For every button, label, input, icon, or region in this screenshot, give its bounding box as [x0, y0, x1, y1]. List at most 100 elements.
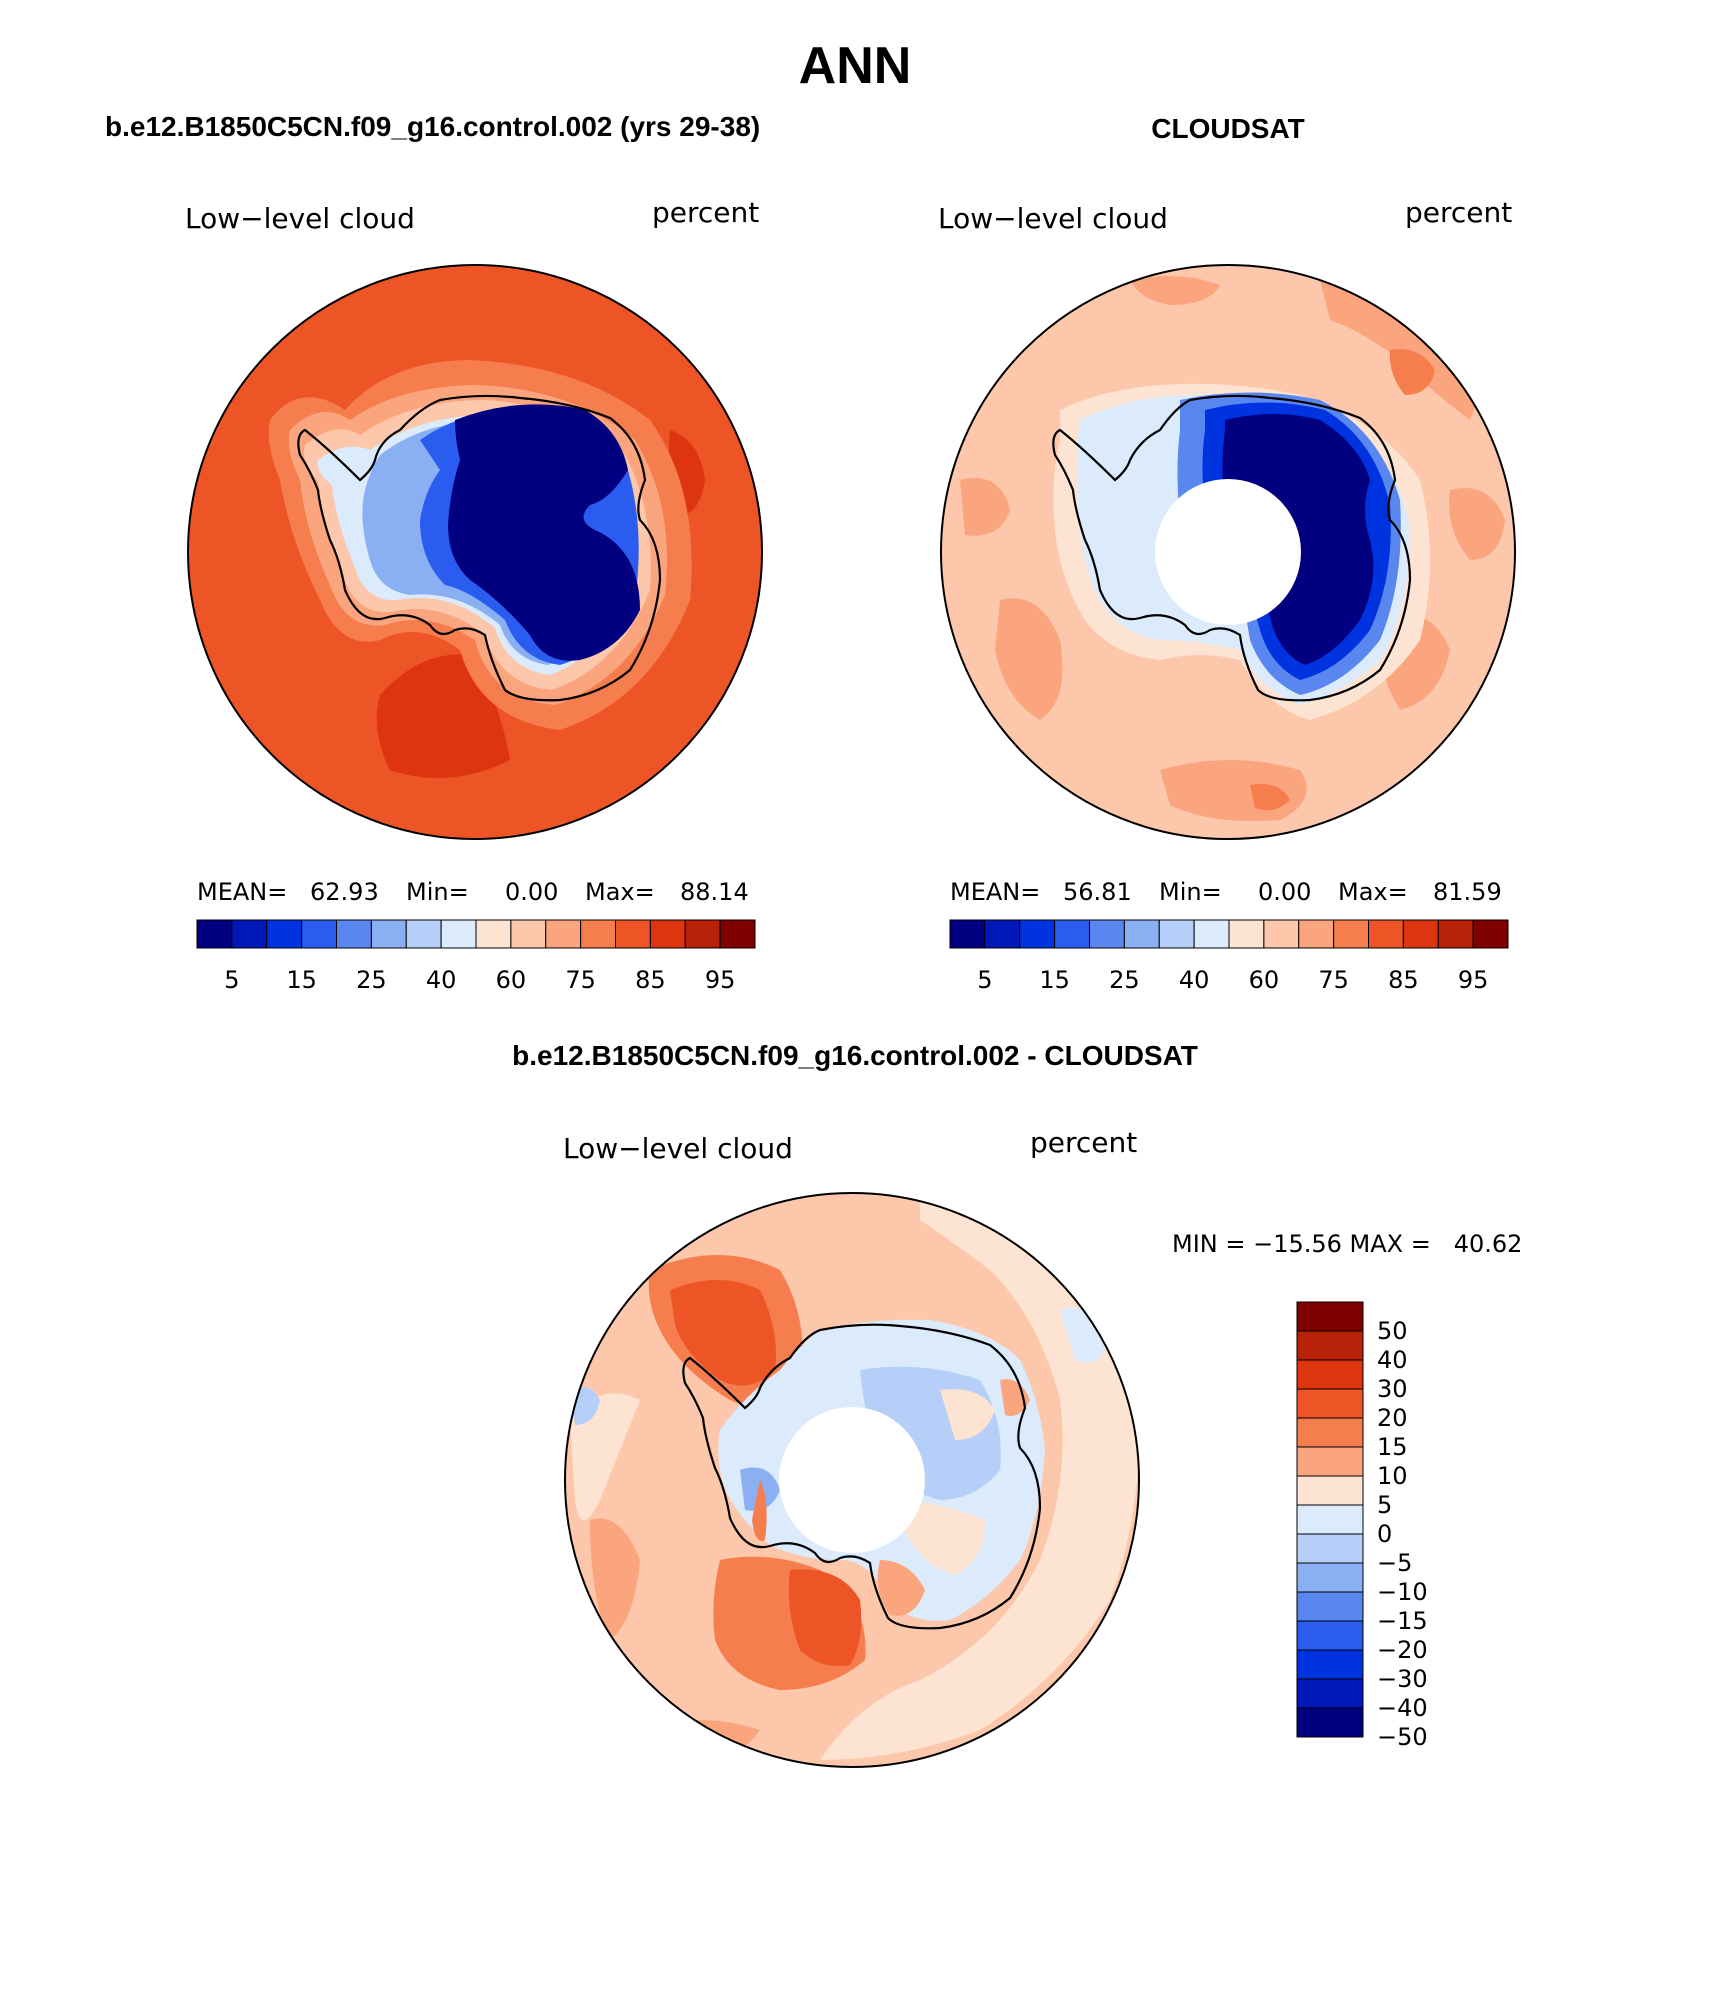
max-value: 88.14 — [680, 878, 749, 906]
max-label: Max= — [585, 878, 655, 906]
colorbar-box — [1296, 1388, 1364, 1419]
panel-obs-stats: MEAN= 56.81 Min= 0.00 Max= 81.59 — [950, 878, 1502, 906]
colorbar-tick-label: 40 — [426, 966, 457, 994]
colorbar-box — [510, 919, 547, 949]
colorbar-tick-label: 15 — [1377, 1433, 1408, 1461]
colorbar-box — [1263, 919, 1300, 949]
panel-obs-variable: Low−level cloud — [938, 202, 1168, 235]
colorbar-tick-label: −15 — [1377, 1607, 1428, 1635]
colorbar-tick-label: 75 — [565, 966, 596, 994]
colorbar-tick-label: 5 — [224, 966, 239, 994]
colorbar-tick-label: 60 — [496, 966, 527, 994]
colorbar-box — [1333, 919, 1369, 949]
panel-diff-variable: Low−level cloud — [563, 1132, 793, 1165]
colorbar-tick-label: 25 — [356, 966, 387, 994]
colorbar-tick-label: 85 — [1388, 966, 1419, 994]
colorbar-box — [1296, 1504, 1364, 1535]
panel-model-stats: MEAN= 62.93 Min= 0.00 Max= 88.14 — [197, 878, 749, 906]
colorbar-box — [649, 919, 686, 949]
map-frame-obs — [940, 264, 1516, 840]
mean-value: 56.81 — [1063, 878, 1132, 906]
panel-model-variable: Low−level cloud — [185, 202, 415, 235]
colorbar-box — [405, 919, 442, 949]
coastline-model — [297, 394, 662, 702]
colorbar-box — [1296, 1359, 1364, 1390]
colorbar-box — [1402, 919, 1439, 949]
colorbar-box — [1019, 919, 1056, 949]
colorbar-box — [1089, 919, 1125, 949]
colorbar-box — [1296, 1475, 1364, 1506]
colorbar-tick-label: 5 — [1377, 1491, 1392, 1519]
colorbar-box — [1296, 1591, 1364, 1622]
colorbar-box — [1296, 1649, 1364, 1680]
colorbar-tick-label: −40 — [1377, 1694, 1428, 1722]
panel-diff-units: percent — [1030, 1126, 1137, 1159]
colorbar-tick-label: 95 — [1458, 966, 1489, 994]
mean-value: 62.93 — [310, 878, 379, 906]
colorbar-tick-label: 20 — [1377, 1404, 1408, 1432]
colorbar-box — [580, 919, 616, 949]
colorbar-tick-label: −10 — [1377, 1578, 1428, 1606]
colorbar-tick-label: 10 — [1377, 1462, 1408, 1490]
missing-data-pole-obs — [1155, 479, 1301, 625]
colorbar-tick-label: 40 — [1377, 1346, 1408, 1374]
colorbar-box — [949, 919, 986, 949]
colorbar-tick-label: 75 — [1318, 966, 1349, 994]
colorbar-box — [231, 919, 268, 949]
colorbar-tick-label: 30 — [1377, 1375, 1408, 1403]
colorbar-obs: 5 15 25 40 60 75 85 95 — [949, 919, 1509, 994]
colorbar-box — [719, 919, 756, 949]
colorbar-box — [336, 919, 372, 949]
colorbar-box — [1472, 919, 1509, 949]
panel-model: b.e12.B1850C5CN.f09_g16.control.002 (yrs… — [105, 111, 763, 994]
colorbar-box — [1296, 1562, 1364, 1593]
colorbar-box — [1123, 919, 1160, 949]
colorbar-box — [1296, 1533, 1364, 1564]
colorbar-box — [1228, 919, 1265, 949]
max-value: 81.59 — [1433, 878, 1502, 906]
colorbar-box — [1437, 919, 1474, 949]
min-value: 0.00 — [1258, 878, 1311, 906]
colorbar-box — [684, 919, 721, 949]
colorbar-box — [440, 919, 477, 949]
colorbar-box — [1054, 919, 1090, 949]
colorbar-tick-label: 85 — [635, 966, 666, 994]
colorbar-tick-label: 15 — [286, 966, 317, 994]
colorbar-box — [1368, 919, 1404, 949]
mean-label: MEAN= — [950, 878, 1040, 906]
panel-obs-title: CLOUDSAT — [1151, 113, 1304, 144]
min-value: 0.00 — [505, 878, 558, 906]
colorbar-box — [1296, 1417, 1364, 1448]
colorbar-box — [370, 919, 407, 949]
colorbar-box — [301, 919, 337, 949]
colorbar-box — [1296, 1707, 1364, 1738]
colorbar-tick-label: 25 — [1109, 966, 1140, 994]
coastline-obs — [1052, 394, 1412, 702]
colorbar-box — [196, 919, 233, 949]
colorbar-box — [545, 919, 582, 949]
polar-map-diff — [565, 1193, 1139, 1767]
colorbar-tick-label: 60 — [1249, 966, 1280, 994]
colorbar-box — [1296, 1301, 1364, 1332]
colorbar-box — [1298, 919, 1335, 949]
colorbar-box — [615, 919, 651, 949]
map-frame-diff — [564, 1192, 1140, 1768]
max-label: Max= — [1338, 878, 1408, 906]
colorbar-tick-label: 95 — [705, 966, 736, 994]
polar-map-model — [188, 265, 762, 839]
panel-diff-range: MIN = −15.56 MAX = 40.62 — [1172, 1230, 1522, 1258]
colorbar-tick-label: 15 — [1039, 966, 1070, 994]
min-label: Min= — [406, 878, 469, 906]
colorbar-box — [1296, 1620, 1364, 1651]
colorbar-box — [1296, 1678, 1364, 1709]
colorbar-model: 5 15 25 40 60 75 85 95 — [196, 919, 756, 994]
panel-diff: b.e12.B1850C5CN.f09_g16.control.002 - CL… — [512, 1040, 1522, 1768]
panel-diff-title: b.e12.B1850C5CN.f09_g16.control.002 - CL… — [512, 1040, 1198, 1071]
missing-data-pole-diff — [779, 1407, 925, 1553]
colorbar-box — [1296, 1446, 1364, 1477]
map-frame-model — [187, 264, 763, 840]
min-label: Min= — [1159, 878, 1222, 906]
colorbar-tick-label: −5 — [1377, 1549, 1412, 1577]
